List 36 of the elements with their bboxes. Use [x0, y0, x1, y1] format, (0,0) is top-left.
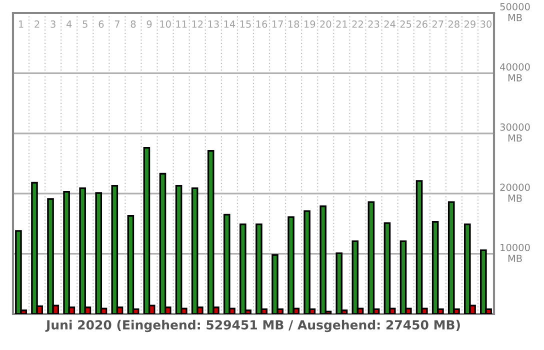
x-tick-label: 2: [34, 20, 40, 28]
x-tick-label: 27: [432, 20, 444, 28]
x-tick-label: 24: [384, 20, 396, 28]
x-tick-label: 22: [352, 20, 363, 28]
x-tick-label: 8: [130, 20, 136, 28]
x-tick-label: 21: [336, 20, 347, 28]
y-tick-label: 50000 MB: [500, 3, 530, 22]
text: Juni 2020 (Eingehend: 529451 MB / Ausgehend: 27450 MB): [45, 320, 460, 332]
x-tick-label: 11: [176, 20, 187, 28]
x-tick-label: 7: [114, 20, 120, 28]
x-tick-label: 16: [256, 20, 268, 28]
x-tick-label: 19: [304, 20, 316, 28]
x-tick-label: 6: [98, 20, 104, 28]
x-tick-label: 29: [464, 20, 476, 28]
x-tick-label: 17: [272, 20, 283, 28]
x-tick-label: 14: [224, 20, 236, 28]
y-tick-label: 10000 MB: [500, 244, 530, 262]
x-tick-label: 12: [192, 20, 203, 28]
x-tick-label: 20: [320, 20, 332, 28]
x-tick-label: 30: [480, 20, 492, 28]
x-tick-label: 9: [146, 20, 152, 28]
y-tick-label: 40000 MB: [500, 63, 530, 82]
x-tick-label: 10: [160, 20, 171, 28]
x-tick-label: 23: [368, 20, 380, 28]
x-tick-label: 15: [240, 20, 251, 28]
x-tick-label: 28: [448, 20, 460, 28]
x-tick-label: 5: [82, 20, 88, 28]
x-tick-label: 25: [400, 20, 412, 28]
y-tick-label: 30000 MB: [500, 123, 530, 142]
x-tick-label: 1: [18, 20, 24, 28]
y-tick-label: 20000 MB: [500, 184, 530, 202]
x-tick-label: 4: [66, 20, 72, 28]
x-tick-label: 18: [288, 20, 300, 28]
x-tick-label: 13: [208, 20, 219, 28]
x-tick-label: 3: [50, 20, 56, 28]
x-tick-label: 26: [416, 20, 428, 28]
